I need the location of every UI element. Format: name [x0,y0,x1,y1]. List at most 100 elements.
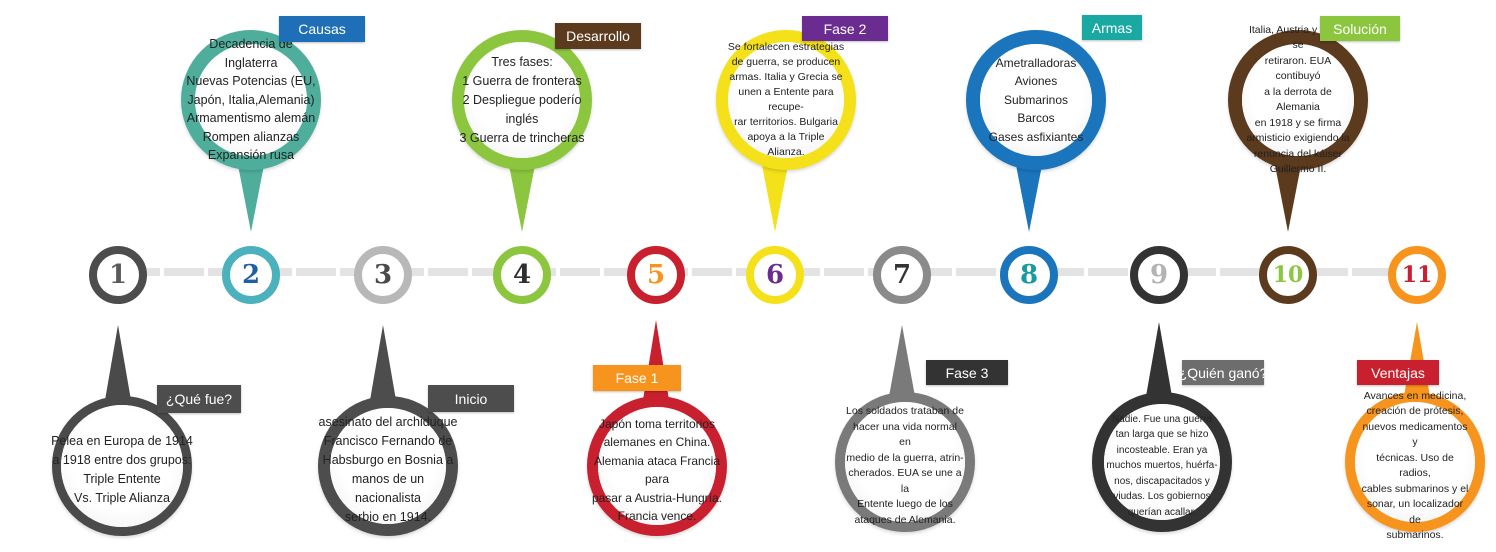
bubble-tag: Ventajas [1357,360,1439,385]
node-number: 6 [765,260,785,290]
bubble-7 [835,392,975,532]
node-number: 4 [512,260,532,290]
node-number: 7 [892,260,912,290]
bubble-line: Habsburgo en Bosnia a [322,453,454,467]
bubble-line: Nadie. Fue una guerra [1111,413,1213,425]
bubble-line: medio de la guerra, atrin- [846,451,964,464]
bubble-line: serbio en 1914. [344,510,432,524]
node-number: 3 [373,260,393,290]
node-number: 5 [646,260,666,290]
bubble-face [195,44,307,156]
bubble-text: Tres fases: 1 Guerra de fronteras 2 Despli… [452,38,592,162]
bubble-line: incosteable. Eran ya [1116,444,1208,456]
bubble-line: armisticio exigiendo la [1246,132,1350,144]
bubble-line: Alianza. [767,146,805,158]
bubble-line: manos de un nacionalista [351,472,425,505]
bubble-line: Barcos [1017,111,1055,126]
bubble-line: técnicas. Uso de radios, [1376,451,1454,480]
bubble-line: rar territorios. Bulgaria [734,116,838,128]
timeline-node-9: 9 [1130,246,1188,304]
bubble-text: asesinato del archiduque Francisco Fernan… [318,408,458,532]
bubble-1 [52,396,192,536]
bubble-line: tan larga que se hizo [1115,429,1209,441]
bubble-line: Armamentismo alemán [186,111,316,126]
bubble-tag: Fase 3 [926,360,1008,385]
bubble-tag: Fase 1 [593,365,681,391]
bubble-line: Tres fases: [491,54,553,69]
bubble-pointer [508,160,536,232]
bubble-line: nos, discapacitados y [1114,475,1210,487]
bubble-line: cables submarinos y el [1361,482,1469,495]
bubble-line: Aviones [1014,74,1058,89]
bubble-face [464,42,580,158]
node-number: 2 [241,260,261,290]
bubble-line: muchos muertos, huérfa- [1106,460,1218,472]
bubble-pointer [1015,160,1043,232]
bubble-line: Francia vence. [617,509,697,523]
node-number: 1 [108,260,128,290]
bubble-line: apoya a la Triple [747,131,825,143]
bubble-5 [587,396,727,536]
bubble-line: hacer una vida normal en [853,420,957,449]
bubble-line: renuncia del káiser [1253,147,1343,160]
bubble-face [1104,404,1220,520]
bubble-face [980,44,1092,156]
bubble-line: Rompen alianzas [202,129,300,144]
bubble-line: Los soldados trataban de [846,405,964,417]
bubble-line: Triple Entente [83,472,161,486]
bubble-tag: Armas [1082,15,1142,40]
bubble-2 [181,30,321,170]
bubble-pointer [1145,322,1173,402]
bubble-line: cherados. EUA se une a la [848,467,962,495]
bubble-line: unen a Entente para recupe- [738,86,834,113]
bubble-tag: Fase 2 [802,16,888,41]
bubble-line: alemanes en China. [603,435,711,449]
bubble-face [845,402,965,522]
bubble-text: Nadie. Fue una guerra tan larga que se hi… [1106,404,1218,528]
bubble-4 [452,30,592,170]
timeline-node-3: 3 [354,246,412,304]
bubble-line: nuevos medicamentos y [1362,420,1468,449]
bubble-line: creación de prótesis, [1366,405,1464,417]
bubble-line: en 1918 y se firma [1254,116,1342,129]
bubble-line: Japón, Italia,Alemania) [187,92,315,107]
bubble-face [330,408,446,524]
timeline-node-10: 10 [1259,246,1317,304]
bubble-line: Japón toma territorios [598,416,716,431]
bubble-line: a 1918 entre dos grupos: [52,453,192,467]
bubble-pointer [761,160,789,232]
bubble-line: a la derrota de Alemania [1264,85,1332,114]
timeline-node-11: 11 [1388,246,1446,304]
bubble-face [61,405,183,527]
timeline-node-1: 1 [89,246,147,304]
bubble-line: Francisco Fernando de [323,434,453,448]
bubble-line: asesinato del archiduque [318,415,458,429]
bubble-pointer [237,160,265,232]
bubble-line: querían acallar. [1127,506,1197,518]
bubble-line: Guillermo II. [1269,163,1327,175]
bubble-line: Alemania ataca Francia para [593,453,721,487]
timeline-node-4: 4 [493,246,551,304]
bubble-text: Pelea en Europa de 1914 a 1918 entre dos … [47,408,197,532]
bubble-line: Ametralladoras [995,55,1077,70]
bubble-text: Japón toma territorios alemanes en China.… [590,408,725,532]
bubble-line: de guerra, se producen [731,56,841,68]
bubble-line: Expansión rusa [207,148,295,163]
bubble-line: Decadencia de Inglaterra [209,37,293,70]
bubble-text: Se fortalecen estrategias de guerra, se p… [726,38,846,162]
bubble-pointer [888,325,916,402]
bubble-line: 3 Guerra de trincheras [459,130,585,145]
bubble-line: 1 Guerra de fronteras [462,73,582,88]
node-number: 10 [1272,262,1304,288]
node-number: 9 [1149,260,1169,290]
bubble-line: Entente luego de los [857,498,953,510]
bubble-11 [1345,392,1485,532]
bubble-text: Italia, Austria y Rusia se retiraron. EUA… [1244,24,1352,176]
bubble-text: Los soldados trataban de hacer una vida n… [846,404,964,528]
bubble-line: Submarinos [1003,92,1069,107]
bubble-pointer [104,325,132,406]
bubble-line: 2 Despliegue poderío inglés [462,92,582,126]
bubble-line: Avances en medicina, [1363,389,1467,402]
bubble-text: Decadencia de Inglaterra Nuevas Potencias… [186,37,316,163]
